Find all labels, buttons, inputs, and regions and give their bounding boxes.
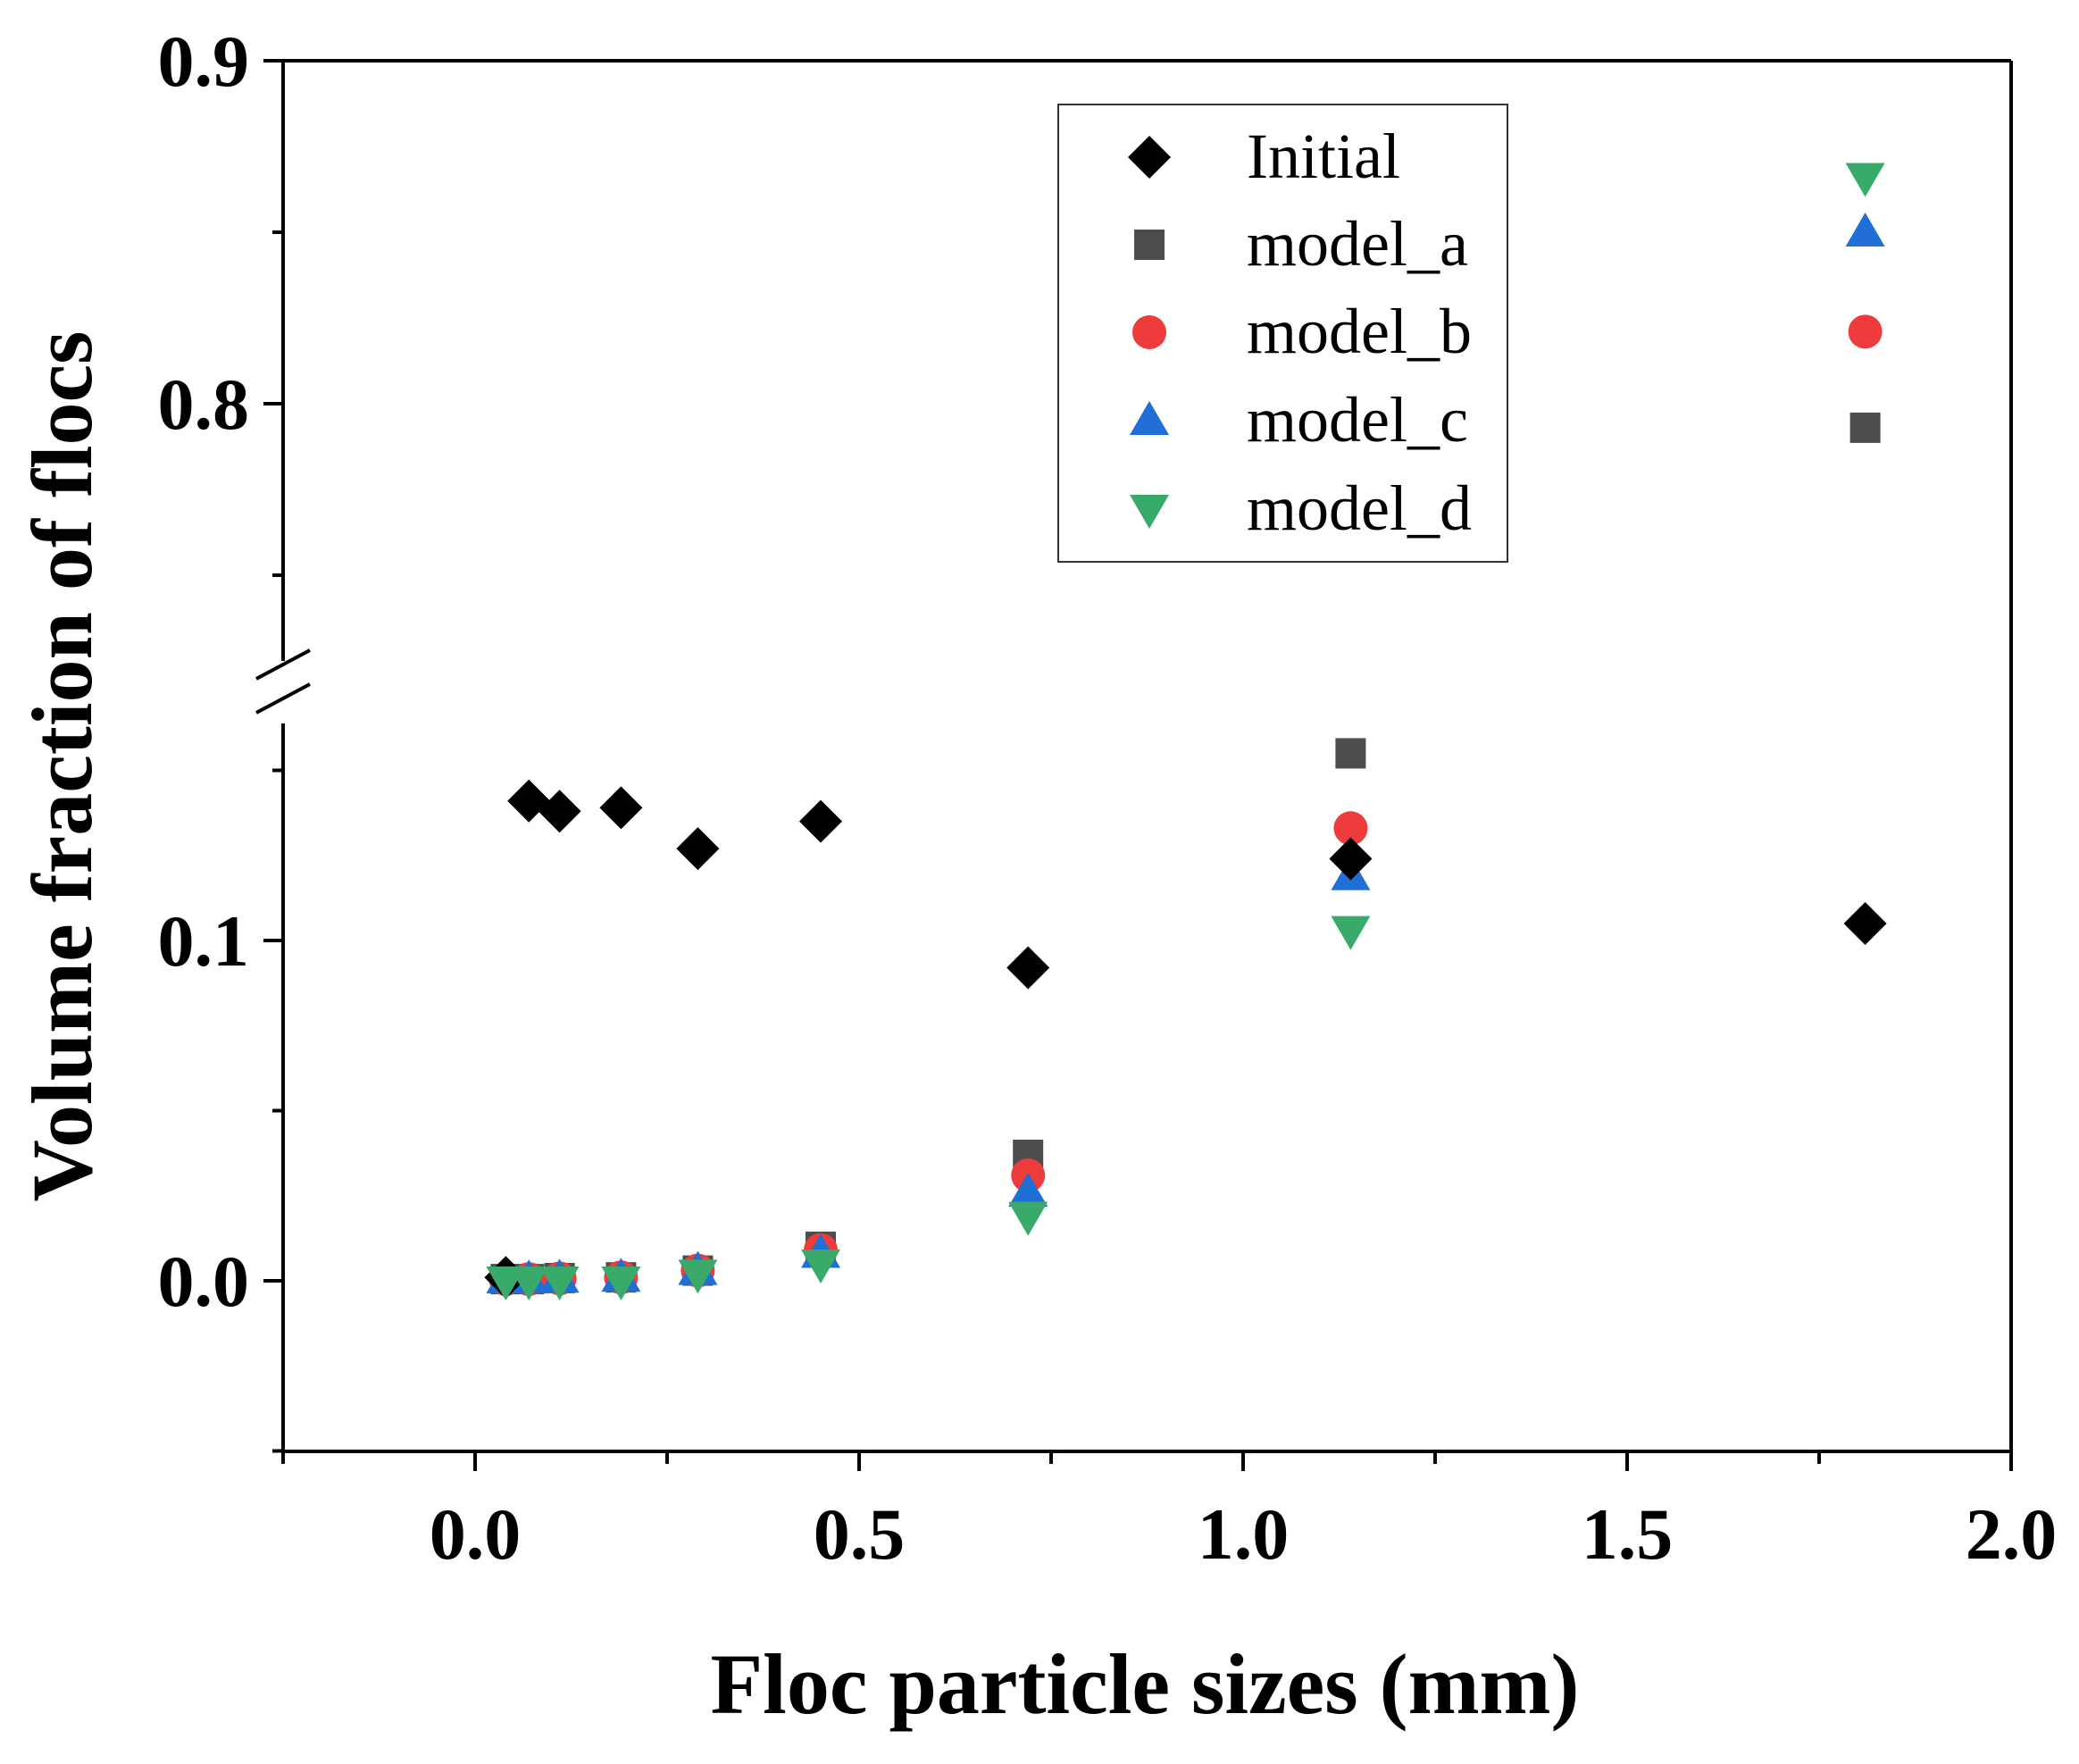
data-point-model-c (1008, 1172, 1048, 1207)
data-point-model-d (1331, 915, 1371, 950)
series-model-d (486, 163, 1885, 1300)
legend-model-b-label: model_b (1247, 296, 1472, 367)
data-point-model-d (539, 1267, 580, 1300)
data-point-model-d (1845, 163, 1885, 197)
legend-model-d-label: model_d (1247, 472, 1472, 544)
data-point-Initial (1843, 901, 1887, 945)
axis-tick-labels: 0.0 0.5 1.0 1.5 2.0 0.0 0.1 0.8 0.9 (158, 21, 2058, 1575)
data-markers (484, 163, 1887, 1300)
y-axis-title: Volume fraction of flocs (14, 331, 110, 1202)
series-Initial (484, 779, 1887, 1300)
axis-ticks (263, 59, 2013, 1471)
data-point-model-b (1848, 314, 1883, 349)
data-point-model-a (1849, 412, 1881, 443)
axis-break-mark-upper (255, 648, 311, 681)
data-point-Initial (1006, 946, 1050, 990)
plot-frame (255, 59, 2013, 1453)
legend-Initial-label: Initial (1247, 121, 1400, 192)
y-tick-label: 0.8 (158, 364, 250, 445)
y-tick-label: 0.1 (158, 900, 250, 982)
data-point-Initial (599, 786, 643, 830)
axis-break-mark-lower (255, 682, 311, 715)
data-point-model-d (601, 1267, 641, 1300)
y-tick-label: 0.9 (158, 21, 250, 102)
data-point-Initial (799, 799, 842, 843)
data-point-model-b (1333, 811, 1368, 846)
y-tick-label: 0.0 (158, 1241, 250, 1322)
legend-model-c-label: model_c (1247, 384, 1468, 456)
legend-model-a-marker (1134, 230, 1165, 260)
data-point-model-d (678, 1259, 718, 1294)
x-axis-title: Floc particle sizes (mm) (711, 1636, 1580, 1732)
legend-model-b-marker (1132, 315, 1166, 349)
legend-Initial-marker (1128, 136, 1171, 179)
data-point-Initial (538, 790, 581, 833)
data-point-model-d (509, 1267, 549, 1300)
legend-model-c-marker (1130, 401, 1169, 435)
data-point-model-d (801, 1249, 840, 1283)
x-tick-label: 1.0 (1198, 1493, 1290, 1575)
legend-model-d-marker (1130, 495, 1169, 529)
data-point-Initial (1329, 837, 1373, 881)
data-point-model-d (1008, 1201, 1048, 1236)
data-point-model-a (1335, 738, 1366, 769)
x-tick-label: 0.0 (430, 1493, 522, 1575)
x-tick-label: 1.5 (1582, 1493, 1674, 1575)
x-tick-label: 0.5 (814, 1493, 906, 1575)
x-tick-label: 2.0 (1966, 1493, 2058, 1575)
data-point-Initial (676, 827, 720, 871)
legend: Initial model_a model_b model_c model_d (1057, 104, 1508, 563)
data-point-model-c (1845, 213, 1885, 247)
legend-model-a-label: model_a (1247, 208, 1468, 280)
